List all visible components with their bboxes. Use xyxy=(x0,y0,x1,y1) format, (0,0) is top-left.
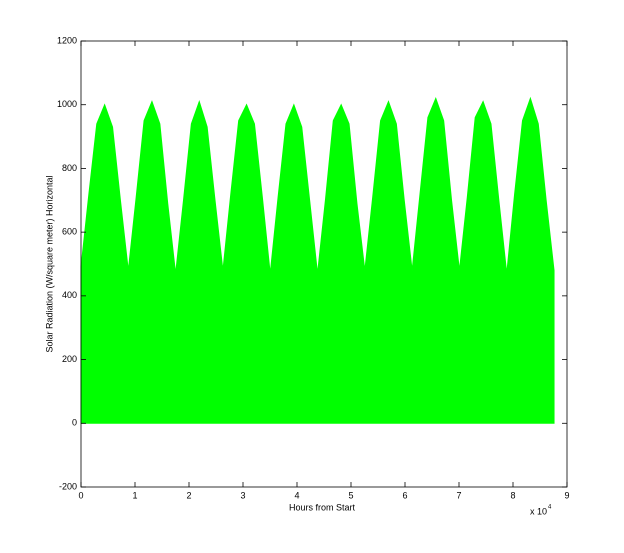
y-axis-label: Solar Radiation (W/square meter) Horizon… xyxy=(44,175,54,352)
y-tick-label: 400 xyxy=(62,290,77,300)
x-tick-label: 7 xyxy=(456,490,461,500)
x-tick-label: 9 xyxy=(564,490,569,500)
y-tick-label: 800 xyxy=(62,163,77,173)
x-exponent: 4 xyxy=(548,505,552,511)
x-tick-label: 4 xyxy=(294,490,299,500)
x-tick-label: 2 xyxy=(186,490,191,500)
x-tick-label: 5 xyxy=(348,490,353,500)
y-tick-label: 1200 xyxy=(57,35,77,45)
x-axis-label: Hours from Start xyxy=(289,502,356,512)
y-tick-label: -200 xyxy=(59,481,77,491)
x-tick-label: 1 xyxy=(132,490,137,500)
x-tick-label: 8 xyxy=(510,490,515,500)
area xyxy=(80,96,555,424)
x-exponent-base: x 10 xyxy=(530,506,547,516)
y-tick-label: 0 xyxy=(72,418,77,428)
y-tick-label: 600 xyxy=(62,227,77,237)
x-tick-label: 3 xyxy=(240,490,245,500)
axes-box xyxy=(80,40,568,488)
y-tick-label: 1000 xyxy=(57,99,77,109)
y-tick-label: 200 xyxy=(62,354,77,364)
x-tick-label: 0 xyxy=(78,490,83,500)
x-tick-label: 6 xyxy=(402,490,407,500)
